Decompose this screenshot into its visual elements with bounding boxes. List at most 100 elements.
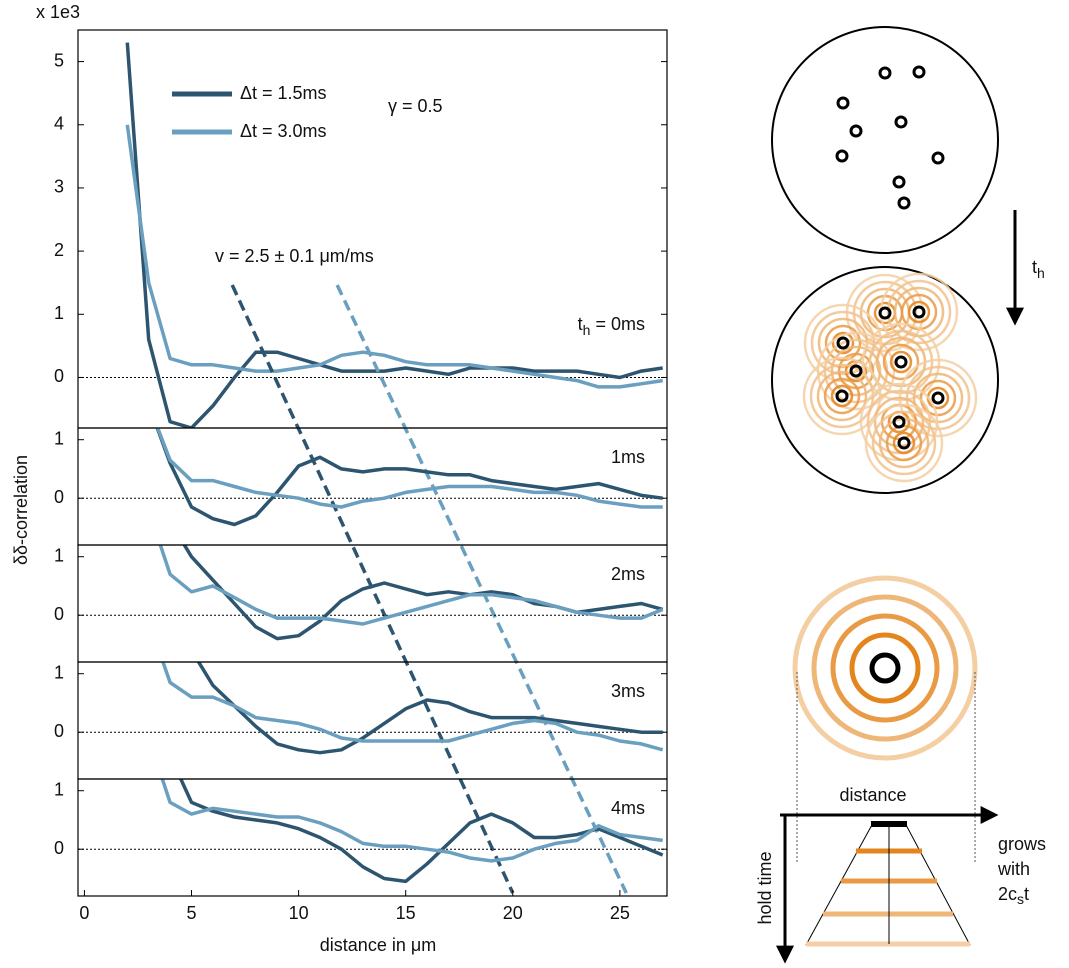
series-line xyxy=(178,779,664,884)
y-tick-label: 0 xyxy=(54,721,64,741)
dot xyxy=(912,65,926,79)
legend-label: Δt = 3.0ms xyxy=(240,121,327,141)
label-subscript: h xyxy=(583,322,591,338)
ring xyxy=(873,301,897,325)
growth-text: 2cst xyxy=(998,884,1029,907)
ring xyxy=(905,365,971,431)
label-text: = 0ms xyxy=(590,314,645,334)
dot xyxy=(835,389,849,403)
velocity-guide xyxy=(230,284,515,894)
label-prefix: t xyxy=(578,314,583,334)
dot xyxy=(878,306,892,320)
growth-rest: t xyxy=(1024,884,1029,904)
annotation: v = 2.5 ± 0.1 μm/ms xyxy=(215,246,374,266)
dot xyxy=(931,391,945,405)
y-tick-label: 0 xyxy=(54,366,64,386)
label-text: 2ms xyxy=(611,564,645,584)
x-tick-label: 10 xyxy=(289,903,309,923)
series-line xyxy=(155,428,663,527)
dot xyxy=(836,336,850,350)
ring xyxy=(882,343,920,381)
ring xyxy=(830,613,940,723)
diagram: th distance hold time grows with 2cst xyxy=(755,26,1046,964)
dot xyxy=(897,196,911,210)
ring xyxy=(816,331,896,411)
label-text: 1ms xyxy=(611,447,645,467)
x-tick-label: 0 xyxy=(79,903,89,923)
label-text: 3ms xyxy=(611,681,645,701)
series-line xyxy=(161,662,664,752)
dot xyxy=(912,305,926,319)
dot xyxy=(849,124,863,138)
y-tick-label: 1 xyxy=(54,779,64,799)
ring xyxy=(886,279,952,345)
x-tick-label: 15 xyxy=(396,903,416,923)
dot xyxy=(836,96,850,110)
dot xyxy=(892,175,906,189)
ring xyxy=(919,379,957,417)
panel-label: th = 0ms xyxy=(578,314,645,338)
panel-label: 3ms xyxy=(611,681,645,701)
x-tick-label: 20 xyxy=(503,903,523,923)
label-main: t xyxy=(1032,257,1037,277)
circle-expanded xyxy=(771,266,999,494)
ring xyxy=(892,431,916,455)
velocity-guide xyxy=(335,284,628,894)
ring xyxy=(831,331,855,355)
label-text: 4ms xyxy=(611,798,645,818)
source xyxy=(869,652,901,684)
annotation: γ = 0.5 xyxy=(388,96,443,116)
ring xyxy=(907,300,931,324)
legend-label: Δt = 1.5ms xyxy=(240,83,327,103)
rings xyxy=(802,272,978,483)
label-sub: h xyxy=(1037,265,1045,281)
dot xyxy=(897,436,911,450)
y-tick-label: 2 xyxy=(54,240,64,260)
dot xyxy=(835,149,849,163)
ring xyxy=(792,575,978,761)
ring xyxy=(816,370,868,422)
ring xyxy=(811,594,959,742)
dot xyxy=(878,66,892,80)
y-tick-label: 0 xyxy=(54,604,64,624)
panel-frame xyxy=(77,661,668,780)
panel-label: 2ms xyxy=(611,564,645,584)
y-tick-label: 5 xyxy=(54,50,64,70)
cone-edge xyxy=(904,822,971,946)
arrow-label: th xyxy=(1032,257,1045,281)
panel-label: 1ms xyxy=(611,447,645,467)
growth-text: with xyxy=(997,859,1030,879)
series-line xyxy=(160,779,663,863)
y-tick-label: 1 xyxy=(54,662,64,682)
y-tick-label: 3 xyxy=(54,177,64,197)
dot xyxy=(931,151,945,165)
x-tick-label: 25 xyxy=(610,903,630,923)
x-axis-label: distance in μm xyxy=(320,935,436,955)
axis-label: hold time xyxy=(755,851,775,924)
y-tick-label: 4 xyxy=(54,114,64,134)
series-line xyxy=(155,428,663,509)
cone-edge xyxy=(805,822,874,946)
series-line xyxy=(158,545,664,626)
series-line xyxy=(196,662,663,755)
panel-label: 4ms xyxy=(611,798,645,818)
growth-main: 2c xyxy=(998,884,1017,904)
dot xyxy=(849,364,863,378)
x-tick-label: 5 xyxy=(187,903,197,923)
ring xyxy=(810,310,876,376)
series-line xyxy=(125,124,663,389)
ring xyxy=(864,403,944,483)
y-tick-label: 1 xyxy=(54,428,64,448)
growth-sub: s xyxy=(1017,891,1024,907)
dot xyxy=(892,415,906,429)
ring xyxy=(871,410,937,476)
y-tick-label: 1 xyxy=(54,545,64,565)
dot xyxy=(894,355,908,369)
panel-frame xyxy=(77,778,668,897)
y-axis-label: δδ-correlation xyxy=(11,455,31,565)
ring xyxy=(849,632,921,704)
ring xyxy=(830,384,854,408)
panel-frame xyxy=(77,29,668,429)
y-tick-label: 0 xyxy=(54,487,64,507)
